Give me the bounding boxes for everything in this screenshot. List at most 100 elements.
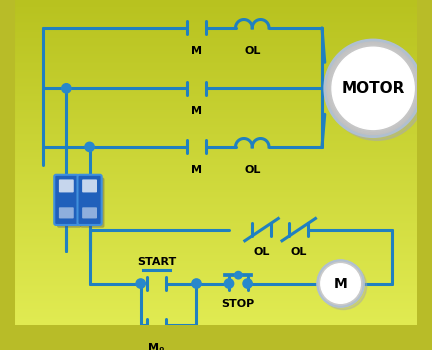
- Bar: [15, 160, 417, 161]
- FancyBboxPatch shape: [57, 177, 81, 228]
- Circle shape: [327, 42, 419, 135]
- Bar: [15, 29, 417, 30]
- Bar: [15, 207, 417, 208]
- Circle shape: [360, 75, 386, 102]
- Bar: [15, 110, 417, 111]
- Bar: [15, 218, 417, 219]
- Bar: [15, 86, 417, 88]
- Bar: [15, 23, 417, 24]
- Circle shape: [345, 61, 401, 116]
- Bar: [15, 232, 417, 233]
- Circle shape: [340, 55, 407, 122]
- Bar: [15, 164, 417, 166]
- Bar: [15, 43, 417, 44]
- Bar: [15, 103, 417, 104]
- Bar: [15, 10, 417, 11]
- Bar: [15, 148, 417, 149]
- Bar: [15, 182, 417, 183]
- Circle shape: [235, 272, 242, 279]
- Circle shape: [328, 272, 353, 296]
- Bar: [15, 146, 417, 147]
- Bar: [15, 266, 417, 267]
- Bar: [15, 94, 417, 95]
- Bar: [15, 28, 417, 29]
- Circle shape: [328, 44, 425, 140]
- Bar: [15, 191, 417, 193]
- Bar: [15, 302, 417, 303]
- Bar: [15, 291, 417, 292]
- Bar: [15, 119, 417, 120]
- Circle shape: [62, 84, 71, 93]
- Text: OL: OL: [244, 164, 260, 175]
- Bar: [15, 132, 417, 133]
- Bar: [15, 98, 417, 99]
- Bar: [15, 309, 417, 310]
- Bar: [15, 177, 417, 178]
- Bar: [15, 167, 417, 168]
- Circle shape: [340, 282, 342, 285]
- Bar: [15, 13, 417, 14]
- Bar: [15, 310, 417, 312]
- Bar: [15, 273, 417, 274]
- Bar: [15, 63, 417, 64]
- Bar: [15, 99, 417, 100]
- Bar: [15, 80, 417, 81]
- Bar: [15, 256, 417, 257]
- Bar: [15, 88, 417, 89]
- Circle shape: [356, 72, 390, 105]
- FancyBboxPatch shape: [82, 180, 97, 193]
- Bar: [15, 83, 417, 84]
- Bar: [15, 20, 417, 21]
- Bar: [15, 242, 417, 243]
- Bar: [15, 15, 417, 16]
- Bar: [15, 33, 417, 34]
- Bar: [15, 220, 417, 221]
- Bar: [15, 222, 417, 223]
- Bar: [15, 158, 417, 159]
- Bar: [15, 40, 417, 41]
- Bar: [15, 249, 417, 250]
- Circle shape: [369, 85, 377, 92]
- Bar: [15, 254, 417, 255]
- Bar: [15, 320, 417, 321]
- Bar: [15, 140, 417, 141]
- Bar: [15, 210, 417, 211]
- Bar: [15, 230, 417, 231]
- Circle shape: [349, 64, 397, 112]
- Bar: [15, 67, 417, 68]
- Bar: [15, 287, 417, 288]
- Bar: [15, 318, 417, 319]
- Bar: [15, 187, 417, 188]
- Bar: [15, 229, 417, 230]
- Bar: [15, 115, 417, 116]
- Bar: [15, 234, 417, 235]
- Bar: [15, 46, 417, 47]
- Circle shape: [371, 86, 375, 90]
- Bar: [15, 236, 417, 237]
- Bar: [15, 197, 417, 198]
- Bar: [15, 108, 417, 109]
- Bar: [15, 136, 417, 138]
- Bar: [15, 55, 417, 56]
- Bar: [15, 199, 417, 200]
- Bar: [15, 200, 417, 201]
- Bar: [15, 74, 417, 75]
- Circle shape: [321, 264, 360, 303]
- Bar: [15, 161, 417, 162]
- Bar: [15, 107, 417, 108]
- Bar: [15, 321, 417, 322]
- Bar: [15, 170, 417, 171]
- Bar: [15, 316, 417, 317]
- Bar: [15, 198, 417, 199]
- Bar: [15, 265, 417, 266]
- Bar: [15, 53, 417, 54]
- Bar: [15, 135, 417, 136]
- Circle shape: [355, 70, 392, 107]
- Bar: [15, 193, 417, 194]
- Bar: [15, 85, 417, 86]
- Bar: [15, 315, 417, 316]
- Bar: [15, 238, 417, 239]
- Bar: [15, 126, 417, 127]
- Bar: [15, 196, 417, 197]
- Bar: [15, 96, 417, 97]
